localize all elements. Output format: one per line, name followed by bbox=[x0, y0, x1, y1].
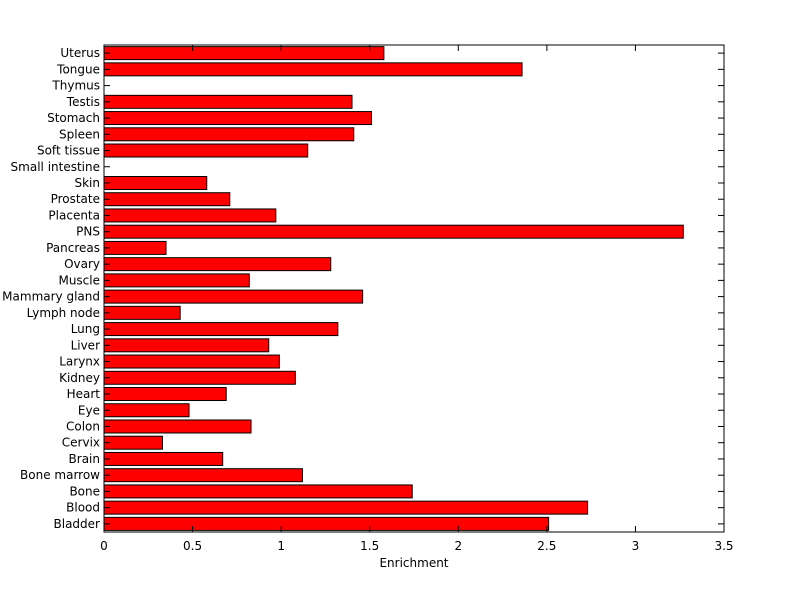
bar-cervix bbox=[104, 436, 162, 449]
bar-blood bbox=[104, 501, 588, 514]
x-tick-label: 0 bbox=[100, 539, 108, 553]
y-tick-label: Colon bbox=[66, 419, 100, 433]
bar-skin bbox=[104, 176, 207, 189]
y-tick-label: Cervix bbox=[62, 436, 100, 450]
bar-placenta bbox=[104, 209, 276, 222]
y-tick-label: Prostate bbox=[51, 192, 100, 206]
y-tick-label: Uterus bbox=[60, 46, 100, 60]
bar-tongue bbox=[104, 63, 522, 76]
y-tick-label: Tongue bbox=[56, 62, 100, 76]
x-tick-label: 0.5 bbox=[183, 539, 202, 553]
bar-mammary-gland bbox=[104, 290, 363, 303]
y-tick-label: Mammary gland bbox=[2, 290, 100, 304]
x-tick-label: 2.5 bbox=[537, 539, 556, 553]
bar-testis bbox=[104, 95, 352, 108]
x-tick-label: 3 bbox=[632, 539, 640, 553]
bar-colon bbox=[104, 420, 251, 433]
bar-larynx bbox=[104, 355, 279, 368]
y-tick-label: Muscle bbox=[58, 273, 100, 287]
bar-uterus bbox=[104, 47, 384, 60]
bar-prostate bbox=[104, 193, 230, 206]
bars-group bbox=[104, 47, 683, 531]
bar-heart bbox=[104, 388, 226, 401]
bar-stomach bbox=[104, 112, 371, 125]
bar-eye bbox=[104, 404, 189, 417]
bar-pancreas bbox=[104, 241, 166, 254]
y-tick-label: Liver bbox=[71, 338, 101, 352]
bar-spleen bbox=[104, 128, 354, 141]
x-tick-label: 1.5 bbox=[360, 539, 379, 553]
y-tick-label: Thymus bbox=[51, 79, 100, 93]
y-tick-label: PNS bbox=[76, 225, 100, 239]
bar-kidney bbox=[104, 371, 295, 384]
y-tick-label: Eye bbox=[78, 403, 100, 417]
y-tick-label: Brain bbox=[69, 452, 100, 466]
bar-bone bbox=[104, 485, 412, 498]
y-tick-label: Kidney bbox=[59, 371, 100, 385]
y-tick-label: Bladder bbox=[54, 517, 101, 531]
x-tick-label: 2 bbox=[454, 539, 462, 553]
x-axis-label: Enrichment bbox=[379, 556, 448, 570]
bar-ovary bbox=[104, 258, 331, 271]
bar-brain bbox=[104, 452, 223, 465]
bar-soft-tissue bbox=[104, 144, 308, 157]
y-tick-label: Placenta bbox=[48, 208, 100, 222]
y-tick-label: Bone marrow bbox=[20, 468, 100, 482]
y-tick-label: Blood bbox=[66, 501, 100, 515]
bar-lymph-node bbox=[104, 306, 180, 319]
y-tick-label: Small intestine bbox=[11, 160, 100, 174]
y-tick-label: Bone bbox=[69, 484, 100, 498]
y-tick-label: Skin bbox=[74, 176, 100, 190]
bar-bladder bbox=[104, 517, 549, 530]
y-tick-label: Soft tissue bbox=[37, 144, 100, 158]
bar-liver bbox=[104, 339, 269, 352]
y-tick-label: Lymph node bbox=[27, 306, 100, 320]
y-tick-label: Lung bbox=[71, 322, 100, 336]
bar-bone-marrow bbox=[104, 469, 302, 482]
x-tick-label: 1 bbox=[277, 539, 285, 553]
y-tick-label: Ovary bbox=[64, 257, 100, 271]
bar-muscle bbox=[104, 274, 249, 287]
y-tick-label: Pancreas bbox=[46, 241, 100, 255]
y-tick-label: Stomach bbox=[47, 111, 100, 125]
y-tick-label: Larynx bbox=[59, 355, 100, 369]
bar-pns bbox=[104, 225, 683, 238]
x-tick-label: 3.5 bbox=[714, 539, 733, 553]
y-tick-label: Heart bbox=[67, 387, 101, 401]
bar-lung bbox=[104, 323, 338, 336]
y-tick-label: Testis bbox=[66, 95, 100, 109]
y-tick-label: Spleen bbox=[59, 127, 100, 141]
